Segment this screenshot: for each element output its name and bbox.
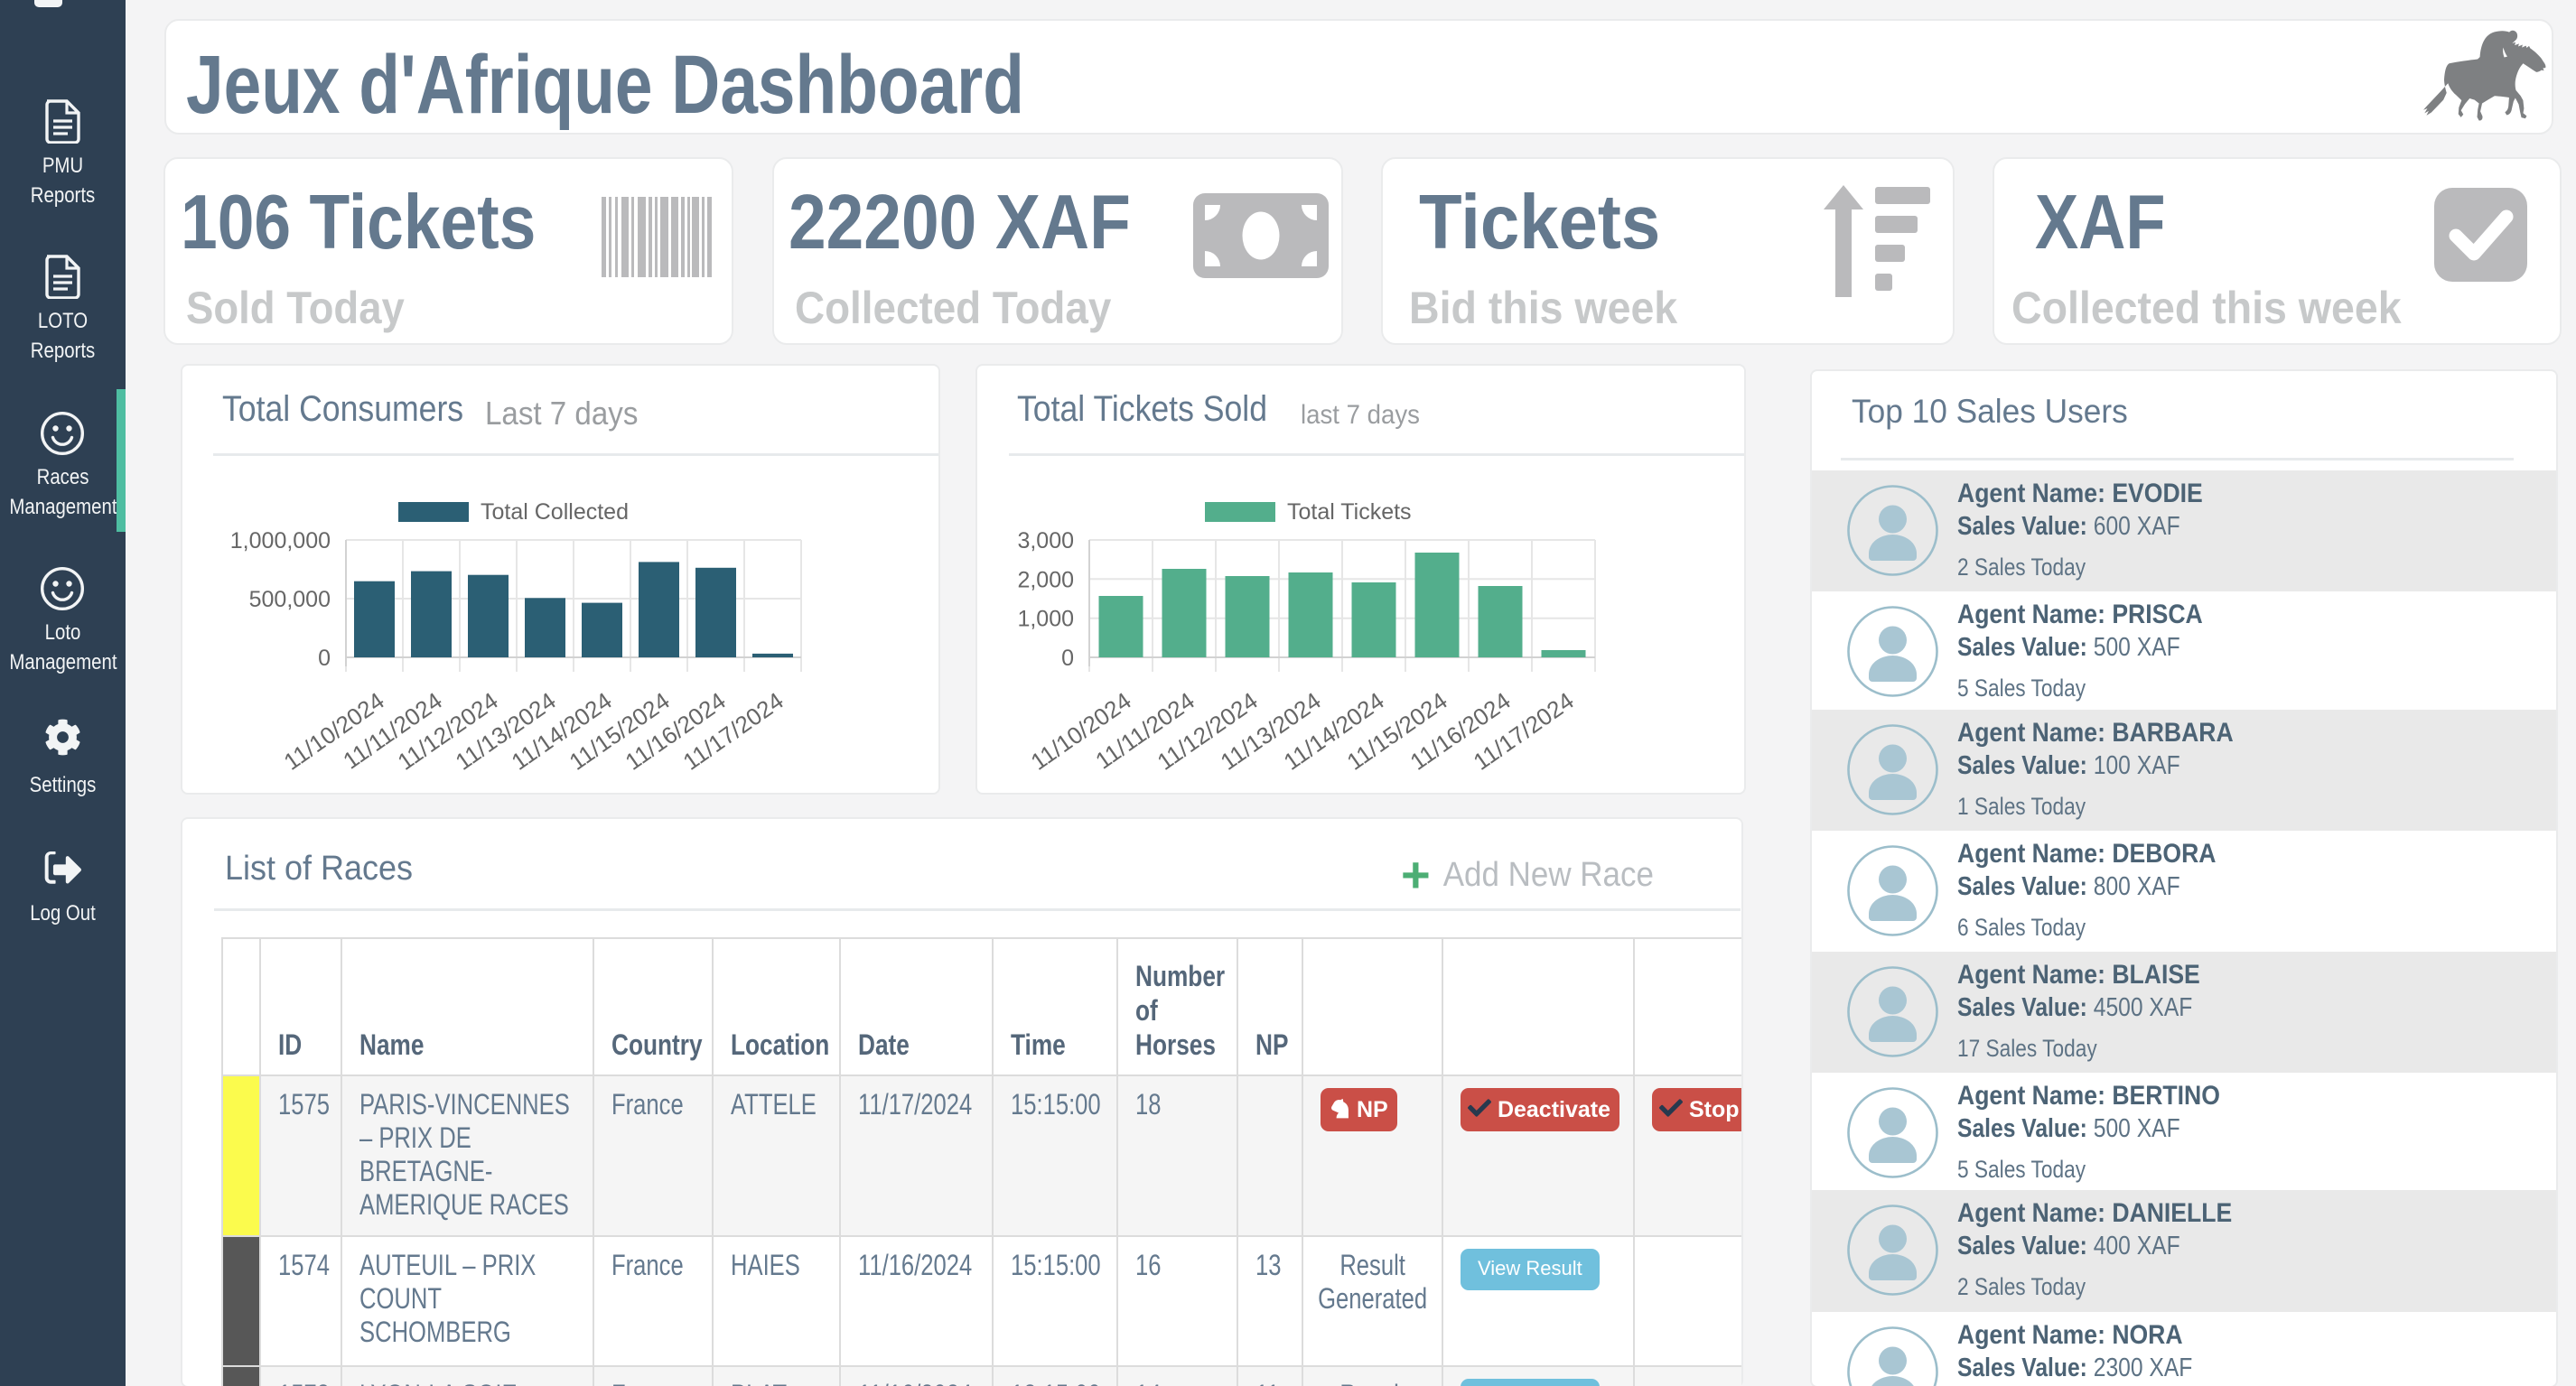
svg-text:Total Collected: Total Collected <box>481 499 629 525</box>
svg-text:1,000: 1,000 <box>1017 607 1074 632</box>
svg-text:500,000: 500,000 <box>249 587 331 612</box>
svg-text:3,000: 3,000 <box>1017 528 1074 553</box>
svg-text:2,000: 2,000 <box>1017 567 1074 592</box>
svg-text:0: 0 <box>1061 646 1074 671</box>
svg-text:1,000,000: 1,000,000 <box>230 528 331 553</box>
svg-text:0: 0 <box>318 646 331 671</box>
svg-text:Total Tickets: Total Tickets <box>1287 499 1412 525</box>
